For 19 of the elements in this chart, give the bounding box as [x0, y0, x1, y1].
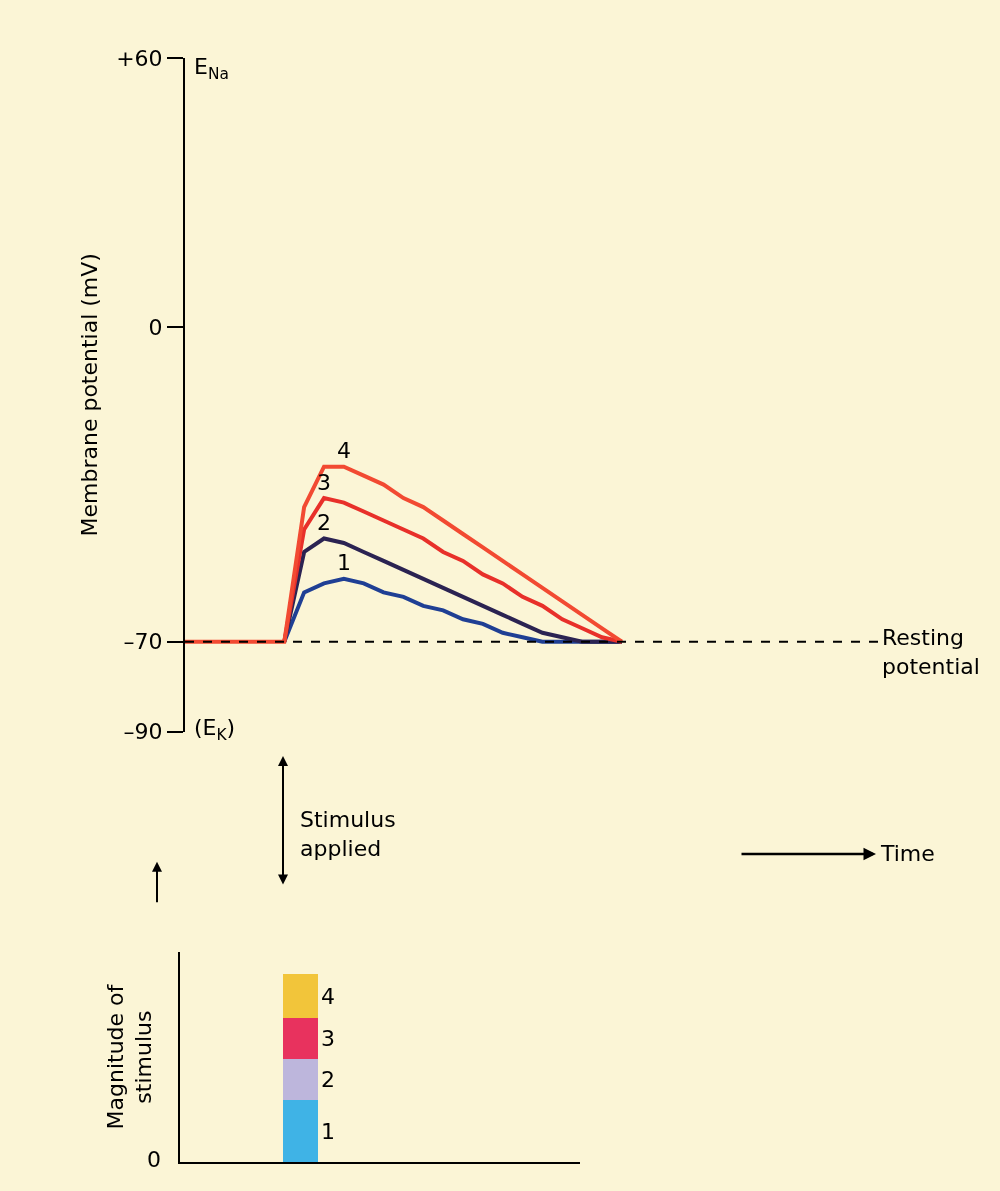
series-label: 4	[337, 438, 351, 463]
text: Time	[880, 841, 935, 866]
y-tick-label: +60	[116, 45, 163, 71]
series-label: 2	[321, 1067, 335, 1092]
annotation: E$_{Na}$	[194, 54, 229, 83]
y-tick-label: 0	[148, 315, 163, 341]
series-label: 3	[317, 470, 331, 495]
text: Stimulus applied	[300, 807, 396, 861]
series-label: 4	[321, 984, 335, 1009]
series-label: 3	[321, 1026, 335, 1051]
series-label: 1	[321, 1119, 335, 1144]
y-axis-title: Membrane potential (mV)	[77, 253, 103, 537]
y-tick-label: –70	[123, 629, 163, 655]
y-tick-label: –90	[123, 719, 163, 745]
annotation: (E$_{K}$)	[194, 715, 236, 744]
ref-line-label: Resting potential	[882, 625, 980, 679]
series-label: 1	[337, 550, 351, 575]
y-axis-title: Magnitude of stimulus	[102, 983, 157, 1130]
series-label: 2	[317, 510, 331, 535]
